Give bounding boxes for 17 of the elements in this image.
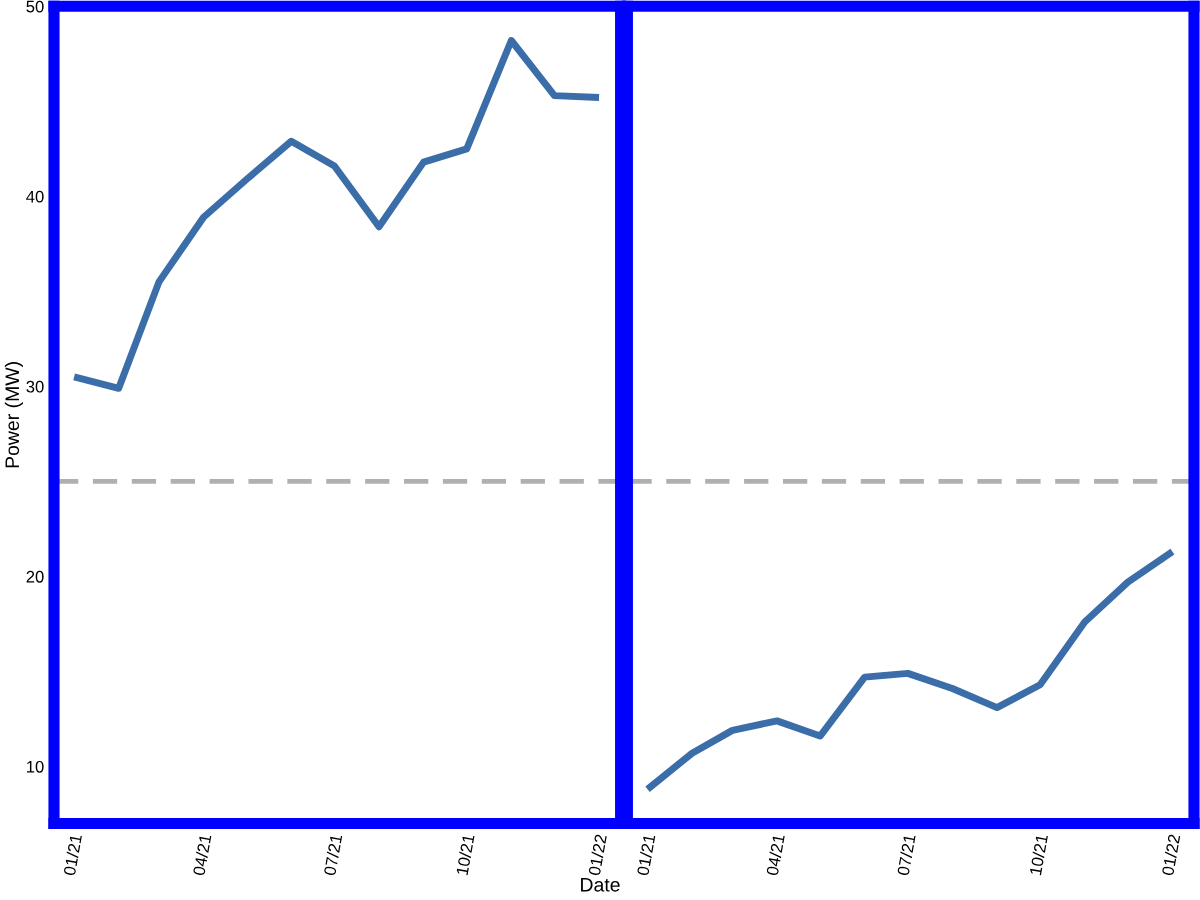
x-tick-label: 04/21 <box>192 834 212 876</box>
y-tick-label: 30 <box>26 380 44 393</box>
x-tick-label: 07/21 <box>323 834 343 876</box>
x-tick-label: 04/21 <box>765 834 785 876</box>
x-tick-label: 01/22 <box>1161 834 1181 876</box>
x-tick-label: 01/22 <box>587 834 607 876</box>
x-tick-label: 07/21 <box>896 834 916 876</box>
x-tick-label: 01/21 <box>636 834 656 876</box>
y-tick-label: 40 <box>26 190 44 203</box>
y-tick-label: 20 <box>26 570 44 583</box>
x-tick-label: 01/21 <box>62 834 83 876</box>
y-tick-label: 10 <box>27 760 44 773</box>
y-tick-label: 50 <box>26 0 44 13</box>
y-axis-title: Power (MW) <box>4 362 23 468</box>
x-axis-title: Date <box>581 878 620 892</box>
x-tick-label: 10/21 <box>1029 834 1049 876</box>
x-tick-label: 10/21 <box>455 834 475 876</box>
